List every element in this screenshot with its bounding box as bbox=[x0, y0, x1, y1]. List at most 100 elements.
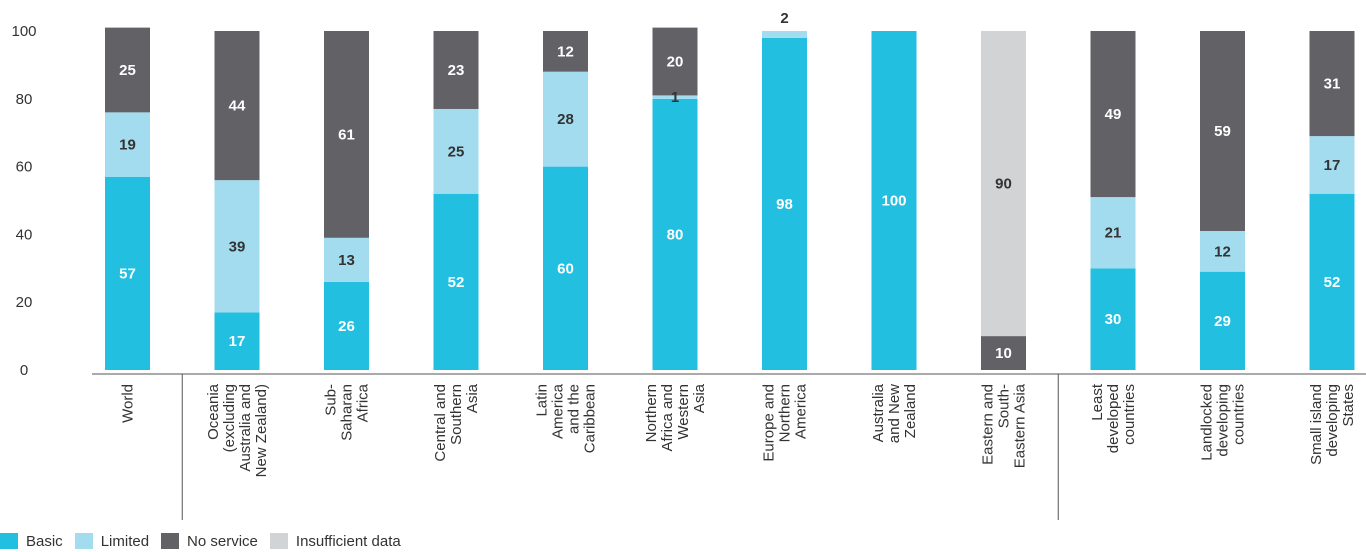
bar-stack bbox=[214, 31, 260, 370]
category-label: developing bbox=[1215, 384, 1232, 457]
data-label: 20 bbox=[667, 54, 684, 71]
category-label: and the bbox=[566, 384, 583, 434]
bar-segment-no-service bbox=[1200, 31, 1245, 232]
bar-segment-no-service bbox=[1090, 31, 1136, 198]
bar-segment-limited bbox=[652, 95, 698, 99]
y-tick-label: 80 bbox=[16, 91, 33, 108]
chart-legend: Basic Limited No service Insufficient data bbox=[0, 530, 401, 552]
data-label: 10 bbox=[995, 345, 1012, 362]
bar-stack bbox=[981, 31, 1026, 370]
data-label: 17 bbox=[229, 333, 246, 350]
data-label: 44 bbox=[229, 98, 246, 115]
category-label: developing bbox=[1324, 384, 1341, 457]
category-label: States bbox=[1340, 384, 1357, 427]
data-label: 29 bbox=[1214, 313, 1231, 330]
category-label: Caribbean bbox=[582, 384, 599, 453]
bar-segment-limited bbox=[324, 237, 369, 282]
bar-segment-basic bbox=[1200, 271, 1245, 370]
stacked-bar-chart: 0 20 40 60 80 100 57 19 25 World 17 39 44 Oceania (exc… bbox=[11, 10, 1366, 520]
category-label: Asia bbox=[691, 383, 708, 413]
bar-segment-limited bbox=[1309, 136, 1355, 194]
category-label: Northern bbox=[777, 384, 794, 442]
bar-segment-basic bbox=[324, 281, 369, 370]
data-label: 31 bbox=[1324, 76, 1341, 93]
data-label: 19 bbox=[119, 137, 136, 154]
data-label: 57 bbox=[119, 265, 136, 282]
legend-item-basic: Basic bbox=[0, 533, 63, 550]
data-label: 60 bbox=[557, 260, 574, 277]
legend-label: Insufficient data bbox=[295, 532, 401, 550]
category-label: Asia bbox=[464, 383, 481, 413]
data-label: 90 bbox=[995, 176, 1012, 193]
category-label: developed bbox=[1105, 384, 1122, 453]
bar-segment-no-service bbox=[981, 336, 1026, 370]
bar-stack bbox=[652, 27, 698, 371]
category-label: Australia and bbox=[237, 384, 254, 472]
bar-segment-no-service bbox=[324, 31, 369, 238]
data-label: 59 bbox=[1214, 123, 1231, 140]
bar-segment-no-service bbox=[105, 27, 150, 113]
category-label: World bbox=[120, 384, 137, 423]
bar-segment-limited bbox=[214, 180, 260, 313]
bar-segment-basic bbox=[214, 312, 260, 370]
category-label: Northern bbox=[643, 384, 660, 442]
data-label: 28 bbox=[557, 111, 574, 128]
category-label: countries bbox=[1121, 384, 1138, 445]
bar-segment-insufficient bbox=[981, 31, 1026, 337]
data-label: 52 bbox=[448, 274, 465, 291]
data-label: 100 bbox=[881, 193, 906, 210]
category-label: Africa and bbox=[659, 384, 676, 452]
bar-stack bbox=[324, 31, 369, 370]
data-label: 39 bbox=[229, 238, 246, 255]
bar-segment-basic bbox=[652, 98, 698, 371]
category-label: Sub- bbox=[323, 384, 340, 416]
bar-segment-basic bbox=[1309, 193, 1355, 370]
data-label: 61 bbox=[338, 126, 355, 143]
bar-segment-limited bbox=[1090, 197, 1136, 269]
bar-stack bbox=[871, 31, 917, 370]
category-label: Oceania bbox=[205, 383, 222, 440]
legend-swatch bbox=[0, 533, 18, 549]
category-label: Europe and bbox=[761, 384, 778, 462]
data-label: 23 bbox=[448, 62, 465, 79]
data-label: 17 bbox=[1324, 157, 1341, 174]
legend-swatch bbox=[269, 533, 288, 549]
category-label: Eastern Asia bbox=[1012, 383, 1029, 468]
legend-swatch bbox=[74, 533, 93, 549]
bar-segment-basic bbox=[105, 176, 150, 370]
data-label: 25 bbox=[448, 143, 465, 160]
bar-segment-limited bbox=[543, 71, 588, 167]
data-label: 52 bbox=[1324, 274, 1341, 291]
category-label: Central and bbox=[432, 384, 449, 462]
bar-segment-no-service bbox=[652, 27, 698, 96]
category-label: Zealand bbox=[902, 384, 919, 438]
category-label: Least bbox=[1089, 383, 1106, 421]
bar-segment-limited bbox=[105, 112, 150, 177]
bar-segment-limited bbox=[433, 108, 479, 194]
data-label: 13 bbox=[338, 252, 355, 269]
category-label: Western bbox=[675, 384, 692, 440]
bar-segment-no-service bbox=[1309, 31, 1355, 137]
bar-segment-basic bbox=[433, 193, 479, 370]
bar-segment-basic bbox=[762, 37, 807, 370]
data-label: 12 bbox=[557, 43, 574, 60]
category-label: South- bbox=[996, 384, 1013, 428]
bar-stack bbox=[762, 31, 807, 370]
bar-stack bbox=[433, 31, 479, 370]
category-label: New Zealand) bbox=[253, 384, 270, 477]
bar-segment-basic bbox=[1090, 268, 1136, 370]
data-label: 30 bbox=[1105, 311, 1122, 328]
bar-segment-limited bbox=[762, 31, 807, 38]
category-label: Latin bbox=[534, 384, 551, 417]
data-label: 25 bbox=[119, 62, 136, 79]
bar-stack bbox=[1200, 31, 1245, 370]
bar-stack bbox=[1309, 31, 1355, 370]
data-label: 26 bbox=[338, 318, 355, 335]
y-tick-label: 60 bbox=[16, 159, 33, 176]
legend-swatch bbox=[161, 533, 180, 549]
bar-segment-no-service bbox=[433, 31, 479, 109]
data-label: 1 bbox=[671, 89, 679, 106]
data-label: 49 bbox=[1105, 106, 1122, 123]
category-label: Small island bbox=[1308, 384, 1325, 465]
data-label: 80 bbox=[667, 226, 684, 243]
